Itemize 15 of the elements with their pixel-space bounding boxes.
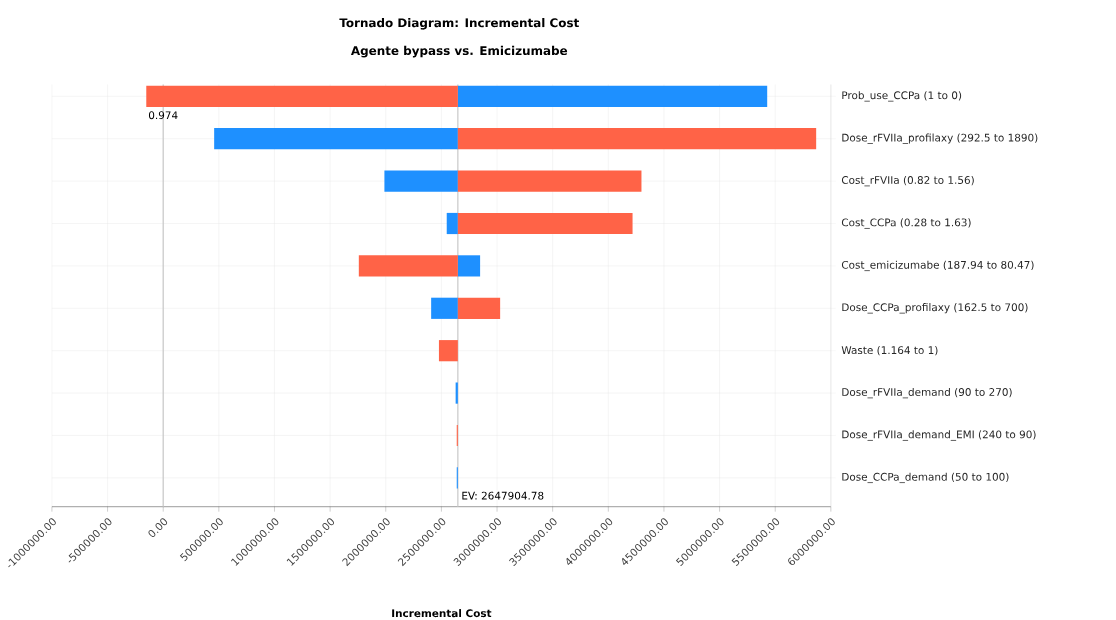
y-tick-label: Cost_rFVIIa (0.82 to 1.56) [841, 175, 974, 187]
y-tick-label: Dose_rFVIIa_demand_EMI (240 to 90) [842, 430, 1036, 441]
y-tick-label: Dose_CCPa_demand (50 to 100) [842, 472, 1009, 483]
ref-line-label: EV: 2647904.78 [462, 491, 544, 500]
y-tick-label: Dose_rFVIIa_demand (90 to 270) [842, 387, 1012, 399]
annotation: 0.974 [148, 111, 178, 119]
y-tick-label: Cost_emicizumabe (187.94 to 80.47) [841, 260, 1034, 271]
chart-title: Tornado Diagram: Incremental Cost [339, 17, 579, 30]
chart-subtitle: Agente bypass vs. Emicizumabe [350, 45, 568, 58]
y-tick-label: Waste (1.164 to 1) [841, 345, 938, 356]
x-axis-title: Incremental Cost [392, 608, 492, 617]
y-tick-label: Dose_rFVIIa_profilaxy (292.5 to 1890) [842, 133, 1038, 144]
y-tick-label: Dose_CCPa_profilaxy (162.5 to 700) [842, 302, 1028, 314]
y-tick-label: Prob_use_CCPa (1 to 0) [842, 90, 962, 102]
y-tick-label: Cost_CCPa (0.28 to 1.63) [841, 218, 971, 229]
